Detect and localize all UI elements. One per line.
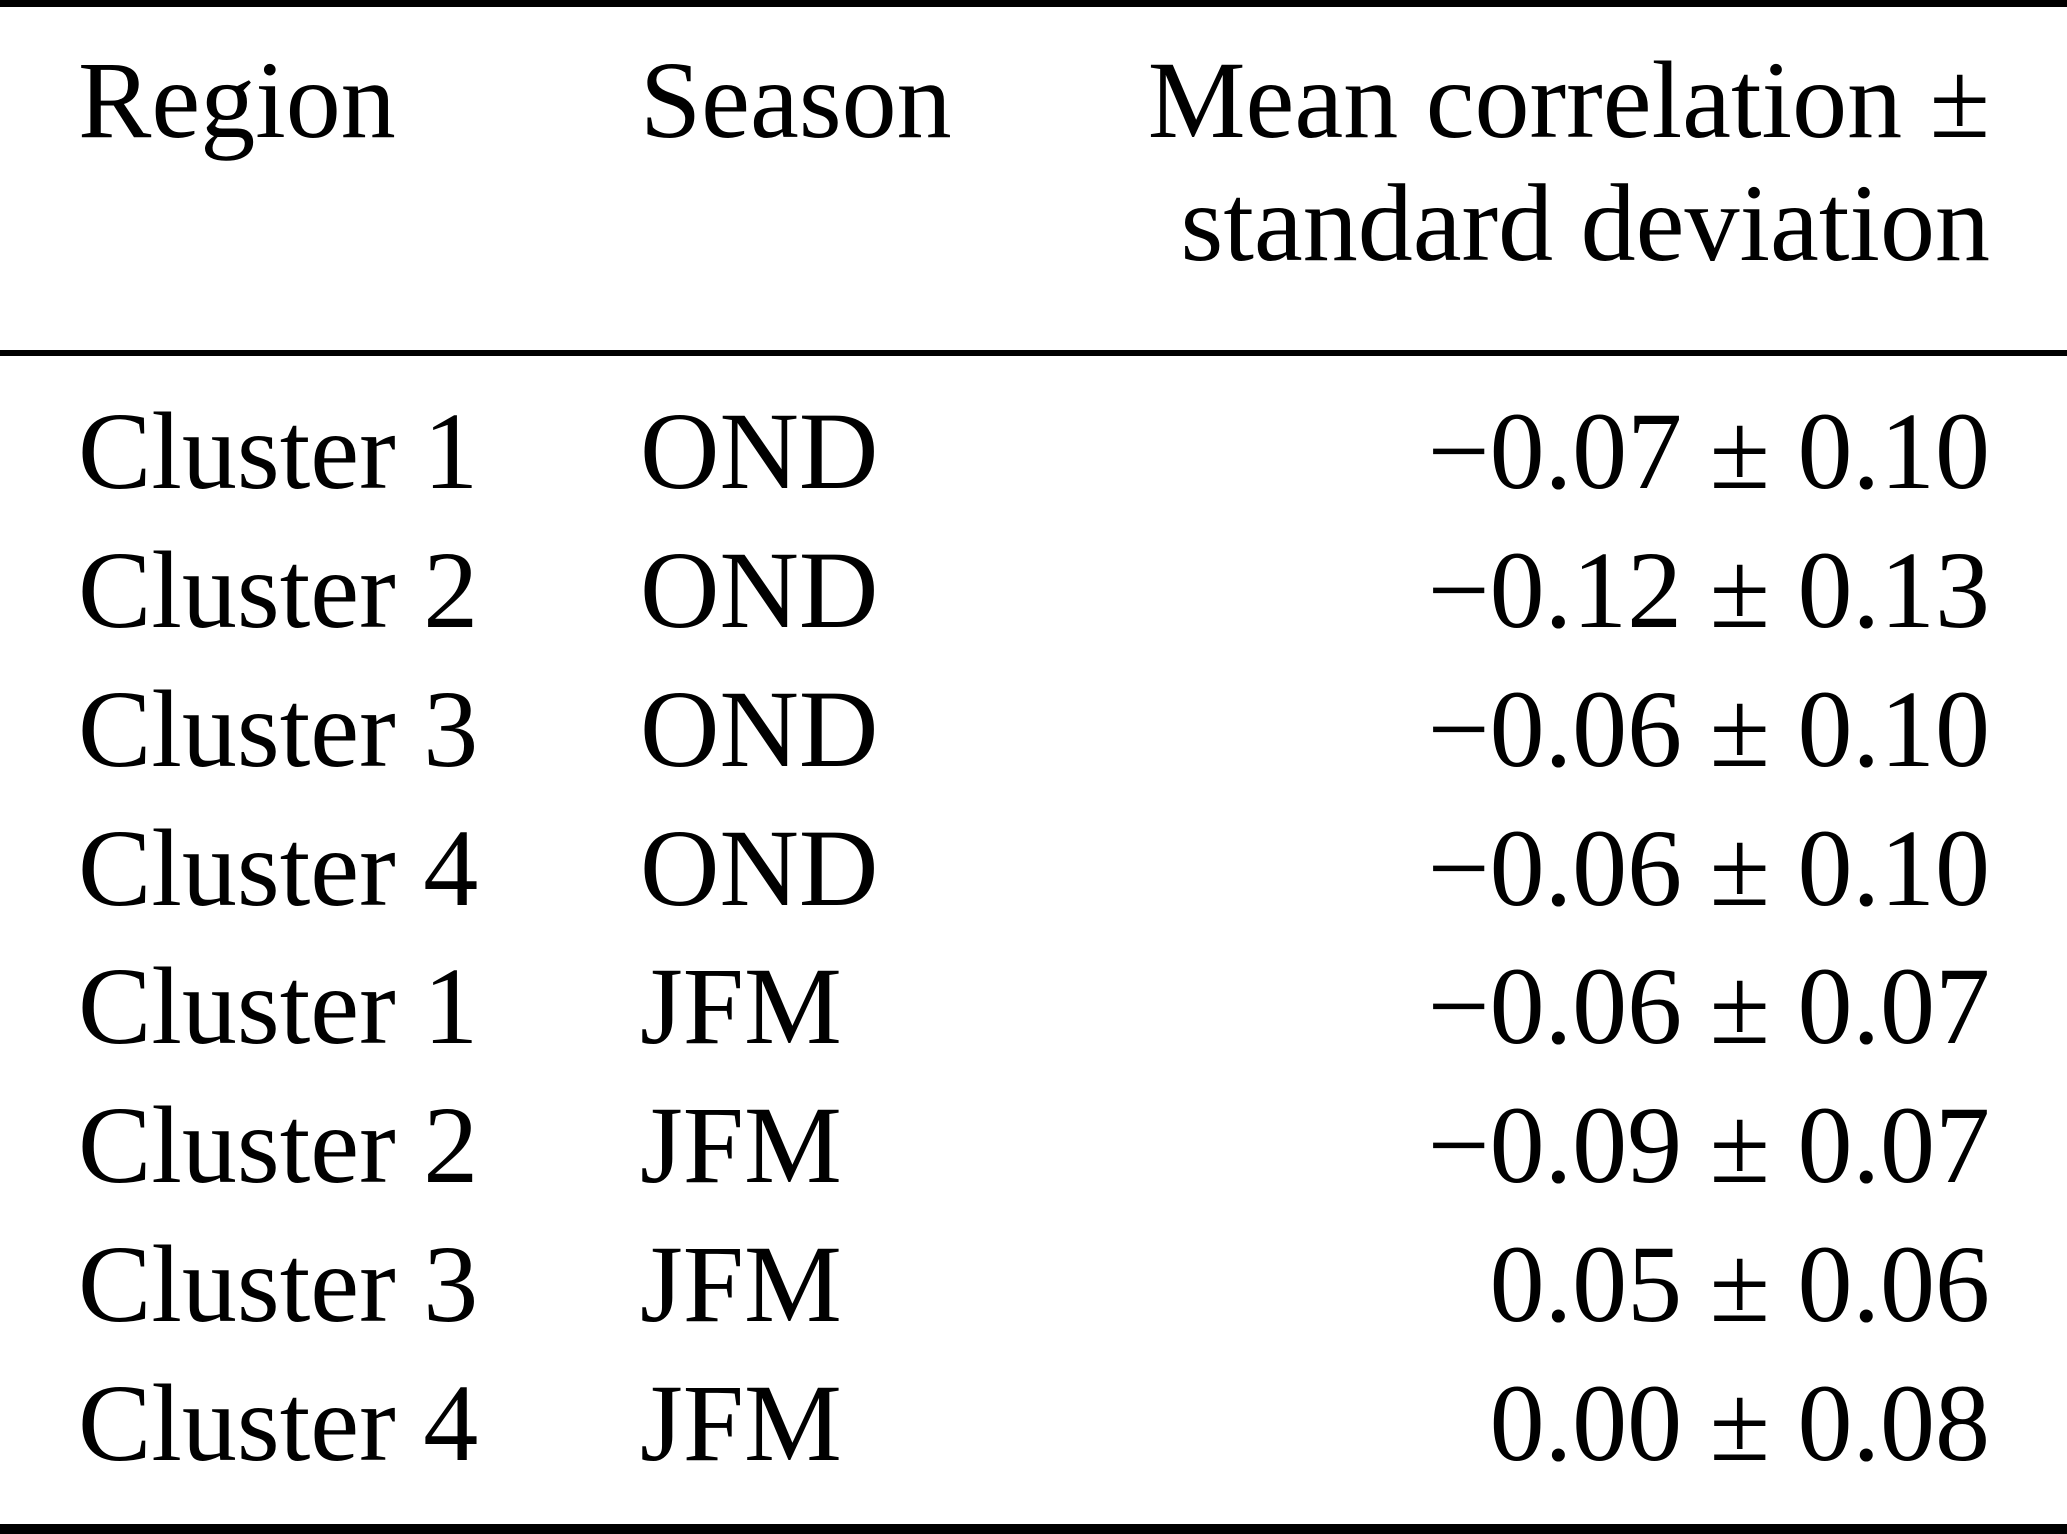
header-separator-rule xyxy=(0,350,2067,356)
row-season-cell: JFM xyxy=(640,1222,842,1345)
table-row: Cluster 1 OND −0.07 ± 0.10 xyxy=(0,382,2067,521)
table-header-row: Region Season Mean correlation ± standar… xyxy=(0,7,2067,350)
header-mean-correlation-line2: standard deviation xyxy=(1180,162,1990,285)
row-correlation-cell: 0.00 ± 0.08 xyxy=(1489,1361,1990,1484)
row-region-cell: Cluster 3 xyxy=(78,667,479,790)
row-season-cell: OND xyxy=(640,667,879,790)
header-mean-correlation: Mean correlation ± standard deviation xyxy=(1060,39,1990,285)
table-row: Cluster 3 JFM 0.05 ± 0.06 xyxy=(0,1215,2067,1354)
row-season-cell: JFM xyxy=(640,1084,842,1207)
table-row: Cluster 4 JFM 0.00 ± 0.08 xyxy=(0,1353,2067,1492)
row-correlation-cell: 0.05 ± 0.06 xyxy=(1489,1222,1990,1345)
table-row: Cluster 1 JFM −0.06 ± 0.07 xyxy=(0,937,2067,1076)
header-region: Region xyxy=(78,39,396,161)
row-correlation-cell: −0.06 ± 0.10 xyxy=(1427,667,1990,790)
table-body: Cluster 1 OND −0.07 ± 0.10 Cluster 2 OND… xyxy=(0,356,2067,1524)
row-season-cell: OND xyxy=(640,529,879,652)
row-region-cell: Cluster 2 xyxy=(78,529,479,652)
table-row: Cluster 3 OND −0.06 ± 0.10 xyxy=(0,660,2067,799)
table-bottom-rule xyxy=(0,1524,2067,1534)
row-correlation-cell: −0.06 ± 0.10 xyxy=(1427,806,1990,929)
row-season-cell: JFM xyxy=(640,945,842,1068)
row-correlation-cell: −0.09 ± 0.07 xyxy=(1427,1084,1990,1207)
table-top-rule xyxy=(0,0,2067,7)
row-region-cell: Cluster 4 xyxy=(78,806,479,929)
row-correlation-cell: −0.12 ± 0.13 xyxy=(1427,529,1990,652)
row-region-cell: Cluster 1 xyxy=(78,390,479,513)
table-row: Cluster 2 JFM −0.09 ± 0.07 xyxy=(0,1076,2067,1215)
row-season-cell: JFM xyxy=(640,1361,842,1484)
header-mean-correlation-line1: Mean correlation ± xyxy=(1147,39,1990,161)
row-season-cell: OND xyxy=(640,806,879,929)
row-region-cell: Cluster 3 xyxy=(78,1222,479,1345)
row-region-cell: Cluster 2 xyxy=(78,1084,479,1207)
row-region-cell: Cluster 4 xyxy=(78,1361,479,1484)
table-row: Cluster 4 OND −0.06 ± 0.10 xyxy=(0,798,2067,937)
table-row: Cluster 2 OND −0.12 ± 0.13 xyxy=(0,521,2067,660)
row-season-cell: OND xyxy=(640,390,879,513)
row-correlation-cell: −0.07 ± 0.10 xyxy=(1427,390,1990,513)
row-correlation-cell: −0.06 ± 0.07 xyxy=(1427,945,1990,1068)
row-region-cell: Cluster 1 xyxy=(78,945,479,1068)
header-season: Season xyxy=(640,39,952,161)
